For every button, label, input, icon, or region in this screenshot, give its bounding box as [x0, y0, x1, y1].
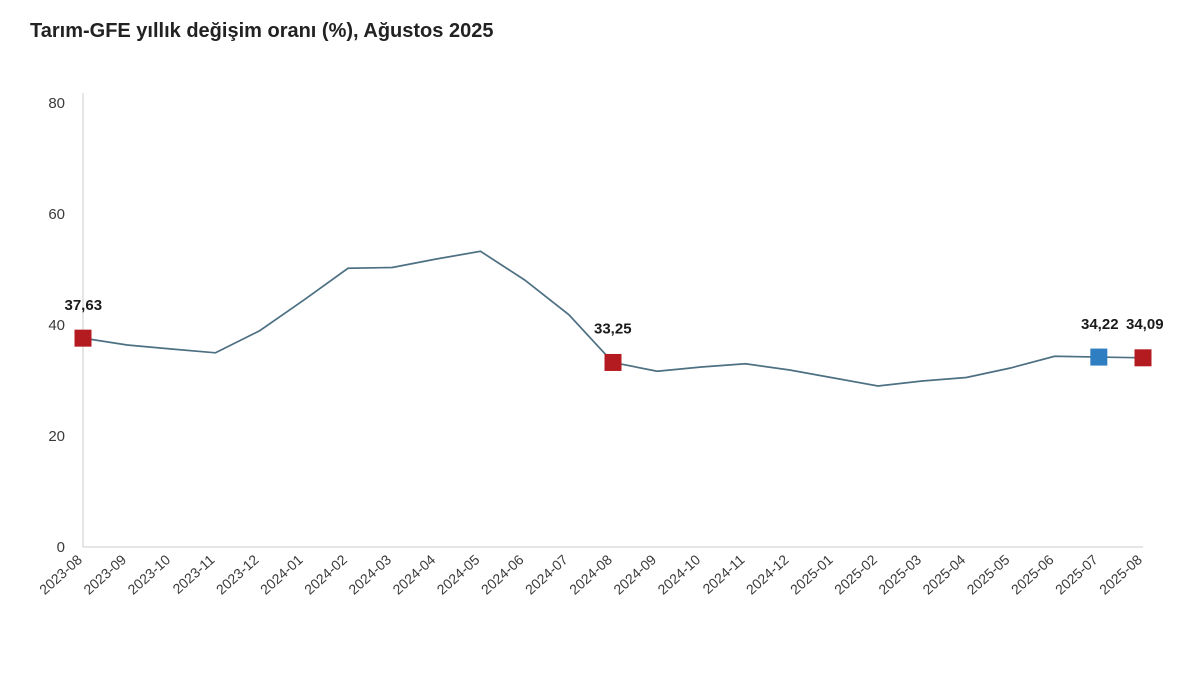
svg-text:2024-08: 2024-08: [566, 551, 615, 597]
svg-text:2025-01: 2025-01: [787, 551, 836, 597]
svg-text:2025-07: 2025-07: [1052, 551, 1101, 597]
svg-text:2024-03: 2024-03: [345, 551, 394, 597]
svg-text:2023-09: 2023-09: [80, 551, 129, 597]
svg-text:2023-08: 2023-08: [36, 551, 85, 597]
svg-text:2024-10: 2024-10: [654, 551, 703, 597]
svg-text:20: 20: [48, 428, 65, 445]
svg-text:80: 80: [48, 95, 65, 112]
svg-text:2024-02: 2024-02: [301, 551, 350, 597]
svg-text:2025-08: 2025-08: [1096, 551, 1145, 597]
svg-text:2024-11: 2024-11: [699, 551, 747, 597]
svg-text:2024-06: 2024-06: [478, 551, 527, 597]
svg-text:2023-11: 2023-11: [169, 551, 217, 597]
svg-text:2025-05: 2025-05: [964, 551, 1013, 597]
svg-text:37,63: 37,63: [65, 297, 103, 314]
svg-text:33,25: 33,25: [594, 320, 632, 337]
svg-text:2024-01: 2024-01: [257, 551, 306, 597]
svg-text:2024-12: 2024-12: [743, 551, 792, 597]
svg-text:0: 0: [57, 539, 65, 556]
svg-text:2023-10: 2023-10: [124, 551, 173, 597]
svg-text:2024-07: 2024-07: [522, 551, 571, 597]
svg-text:40: 40: [48, 317, 65, 334]
svg-text:60: 60: [48, 206, 65, 223]
svg-text:2024-05: 2024-05: [434, 551, 483, 597]
svg-text:34,09: 34,09: [1126, 316, 1164, 333]
svg-text:2024-09: 2024-09: [610, 551, 659, 597]
svg-text:34,22: 34,22: [1081, 316, 1119, 333]
svg-text:2025-06: 2025-06: [1008, 551, 1057, 597]
svg-text:2024-04: 2024-04: [389, 551, 438, 597]
svg-text:2025-04: 2025-04: [919, 551, 968, 597]
svg-text:2023-12: 2023-12: [213, 551, 262, 597]
svg-text:2025-03: 2025-03: [875, 551, 924, 597]
svg-text:2025-02: 2025-02: [831, 551, 880, 597]
